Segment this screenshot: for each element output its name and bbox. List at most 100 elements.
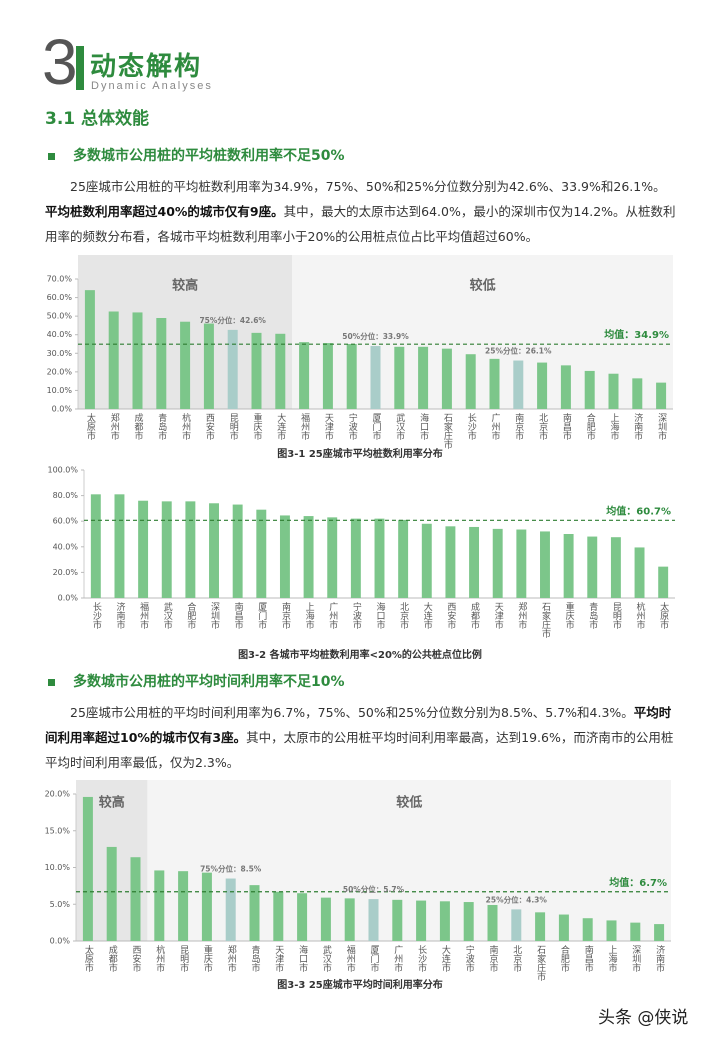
y-tick-label: 5.0% bbox=[50, 900, 71, 909]
x-tick-label: 福州市 bbox=[345, 944, 356, 973]
x-tick-label: 合肥市 bbox=[559, 944, 570, 973]
x-tick-label: 合肥市 bbox=[185, 601, 196, 630]
x-tick-label: 青岛市 bbox=[250, 944, 261, 973]
quantile-label: 50%分位：5.7% bbox=[343, 884, 405, 894]
bar bbox=[370, 346, 381, 409]
bar bbox=[516, 529, 527, 598]
chart: 较高 较低 0.0% 10.0% 20.0% 30.0% 40.0% 50.0% 60.0% 70… bbox=[47, 255, 673, 460]
x-tick-label: 厦门市 bbox=[256, 602, 267, 630]
bar bbox=[489, 358, 500, 409]
y-tick-label: 50.0% bbox=[47, 312, 73, 321]
x-tick-label: 北京市 bbox=[537, 413, 548, 441]
x-tick-label: 杭州市 bbox=[154, 944, 165, 973]
bar bbox=[275, 333, 286, 409]
y-tick-label: 0.0% bbox=[50, 937, 71, 946]
bar bbox=[463, 902, 474, 941]
bar bbox=[587, 536, 598, 598]
chart: 较高 较低 0.0% 5.0% 10.0% 15.0% 20.0% 太原市 成都市 西安市 杭州市 昆… bbox=[45, 780, 671, 991]
bar bbox=[108, 311, 119, 409]
bar bbox=[392, 899, 403, 941]
quantile-label: 75%分位：8.5% bbox=[200, 864, 262, 874]
bullet-heading: 多数城市公用桩的平均桩数利用率不足50% bbox=[48, 145, 345, 165]
bar bbox=[445, 526, 456, 598]
bar bbox=[563, 534, 574, 598]
bar bbox=[350, 518, 361, 598]
bar bbox=[90, 494, 101, 598]
bar bbox=[398, 519, 409, 598]
x-tick-label: 福州市 bbox=[138, 601, 149, 630]
section-title: 3.1 总体效能 bbox=[45, 109, 150, 129]
bar bbox=[630, 922, 641, 941]
x-tick-label: 武汉市 bbox=[321, 944, 332, 973]
bar bbox=[154, 870, 165, 941]
quantile-label: 50%分位：33.9% bbox=[342, 331, 409, 341]
bar bbox=[114, 494, 125, 598]
x-tick-label: 武汉市 bbox=[162, 601, 173, 630]
x-tick-label: 杭州市 bbox=[635, 601, 646, 630]
y-tick-label: 20.0% bbox=[45, 790, 71, 799]
bar bbox=[185, 501, 196, 598]
x-tick-label: 济南市 bbox=[114, 601, 125, 630]
bar bbox=[180, 321, 191, 409]
x-tick-label: 西安市 bbox=[204, 413, 215, 441]
bar bbox=[327, 517, 338, 598]
bar bbox=[418, 346, 429, 409]
x-tick-label: 深圳市 bbox=[209, 602, 220, 630]
region-label: 较低 bbox=[396, 795, 422, 811]
x-tick-label: 厦门市 bbox=[371, 413, 382, 441]
bar bbox=[156, 318, 167, 409]
x-tick-label: 南京市 bbox=[280, 601, 291, 630]
x-tick-label: 南昌市 bbox=[561, 412, 572, 441]
x-tick-label: 海口市 bbox=[375, 601, 386, 630]
chart-caption: 图3-1 25座城市平均桩数利用率分布 bbox=[277, 447, 442, 460]
x-tick-label: 上海市 bbox=[607, 945, 618, 973]
x-tick-label: 长沙市 bbox=[91, 601, 102, 630]
bar bbox=[279, 515, 290, 598]
bar bbox=[610, 537, 621, 598]
text-run: 其中，最大的太原市达到64.0%，最小的深圳市仅为14.2%。从桩数利用率的频数… bbox=[45, 204, 676, 244]
watermark: 头条 @侠说 bbox=[598, 1008, 689, 1028]
mean-label: 均值：60.7% bbox=[606, 504, 671, 517]
bar bbox=[130, 857, 141, 941]
bar bbox=[584, 370, 595, 409]
mean-label: 均值：34.9% bbox=[604, 328, 669, 341]
x-tick-label: 上海市 bbox=[609, 413, 620, 441]
x-tick-label: 郑州市 bbox=[226, 944, 237, 973]
x-tick-label: 北京市 bbox=[511, 945, 522, 973]
y-tick-label: 20.0% bbox=[53, 568, 79, 577]
x-tick-label: 石家庄市 bbox=[442, 413, 453, 450]
x-tick-label: 福州市 bbox=[299, 412, 310, 441]
y-tick-label: 70.0% bbox=[47, 275, 73, 284]
paragraph: 25座城市公用桩的平均桩数利用率为34.9%，75%、50%和25%分位数分别为… bbox=[45, 174, 677, 249]
bar bbox=[658, 566, 669, 598]
bar bbox=[540, 531, 550, 598]
bar bbox=[582, 918, 593, 941]
bar bbox=[203, 323, 214, 409]
bar bbox=[106, 846, 117, 941]
bar bbox=[394, 346, 405, 409]
y-tick-label: 60.0% bbox=[53, 517, 79, 526]
y-tick-label: 0.0% bbox=[58, 594, 79, 603]
mean-label: 均值：6.7% bbox=[609, 876, 667, 889]
bar bbox=[344, 898, 355, 941]
x-tick-label: 重庆市 bbox=[564, 601, 575, 630]
x-tick-label: 青岛市 bbox=[156, 412, 167, 441]
x-tick-label: 天津市 bbox=[323, 413, 334, 441]
x-tick-label: 大连市 bbox=[422, 601, 433, 630]
bar bbox=[374, 518, 385, 598]
x-tick-label: 成都市 bbox=[133, 412, 144, 441]
x-tick-label: 西安市 bbox=[131, 945, 142, 973]
bar bbox=[654, 924, 665, 941]
bar bbox=[225, 878, 236, 941]
bar bbox=[322, 343, 333, 409]
x-tick-label: 西安市 bbox=[445, 602, 456, 630]
y-tick-label: 10.0% bbox=[45, 863, 71, 872]
y-tick-label: 0.0% bbox=[52, 405, 73, 414]
y-tick-label: 10.0% bbox=[47, 386, 73, 395]
x-tick-label: 宁波市 bbox=[347, 412, 358, 441]
chapter-number: 3 bbox=[42, 26, 78, 98]
x-tick-label: 太原市 bbox=[85, 412, 96, 441]
bar bbox=[84, 290, 95, 409]
x-tick-label: 海口市 bbox=[418, 412, 429, 441]
